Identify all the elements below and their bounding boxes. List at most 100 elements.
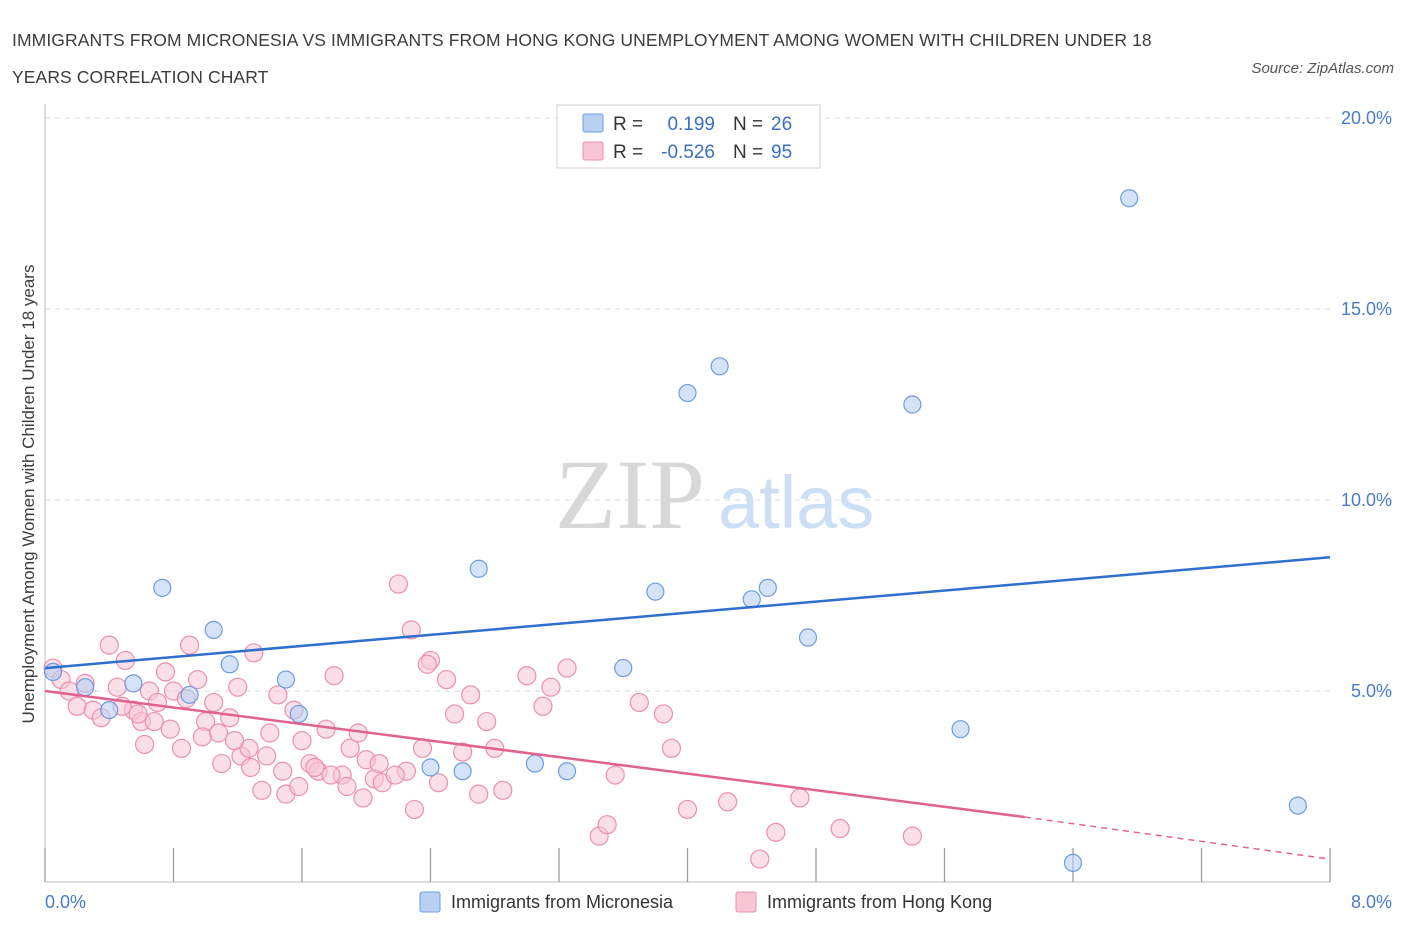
- data-point-hongkong: [144, 711, 164, 732]
- data-point-hongkong: [187, 669, 208, 690]
- legend-swatch-hongkong: [582, 141, 604, 161]
- data-point-micronesia: [798, 628, 818, 647]
- x-tick-label: 8.0%: [1351, 892, 1392, 912]
- data-point-hongkong: [388, 574, 408, 594]
- data-point-hongkong: [493, 780, 513, 800]
- watermark: ZIP atlas: [555, 439, 874, 550]
- watermark-atlas: atlas: [718, 461, 874, 544]
- data-point-micronesia: [180, 685, 199, 704]
- data-point-micronesia: [742, 590, 761, 609]
- data-point-hongkong: [305, 757, 325, 778]
- data-point-micronesia: [614, 658, 633, 678]
- data-point-hongkong: [541, 677, 561, 697]
- data-point-hongkong: [171, 738, 192, 758]
- legend-n-label-1: N =: [733, 114, 763, 135]
- axes: [44, 104, 1331, 883]
- data-point-micronesia: [276, 670, 296, 689]
- data-point-hongkong: [260, 723, 280, 743]
- legend-n-value-2: 95: [771, 142, 792, 163]
- data-point-micronesia: [453, 762, 472, 781]
- y-tick-label: 5.0%: [1351, 681, 1392, 701]
- data-point-hongkong: [428, 773, 449, 793]
- stats-legend: R = 0.199 N = 26 R = -0.526 N = 95: [556, 104, 821, 169]
- series-legend-label-micronesia: Immigrants from Micronesia: [451, 892, 674, 912]
- data-point-micronesia: [1288, 796, 1307, 815]
- legend-n-label-2: N =: [733, 142, 763, 163]
- data-point-hongkong: [436, 669, 457, 690]
- legend-r-label-2: R =: [613, 142, 643, 163]
- data-point-hongkong: [160, 719, 180, 739]
- data-point-hongkong: [830, 818, 850, 839]
- legend-r-value-2: -0.526: [661, 142, 715, 163]
- tick-labels: 5.0% 10.0% 15.0% 20.0% 0.0% 8.0%: [45, 108, 1392, 912]
- data-point-hongkong: [597, 815, 617, 835]
- data-point-hongkong: [220, 708, 240, 728]
- data-point-hongkong: [718, 792, 738, 812]
- data-point-hongkong: [155, 662, 176, 682]
- data-point-micronesia: [220, 655, 239, 674]
- legend-r-label-1: R =: [613, 114, 643, 135]
- data-point-hongkong: [790, 788, 810, 808]
- data-point-hongkong: [212, 753, 232, 774]
- data-point-micronesia: [903, 395, 922, 414]
- y-tick-label: 20.0%: [1341, 108, 1392, 128]
- data-point-micronesia: [1120, 189, 1139, 208]
- data-point-hongkong: [179, 635, 200, 655]
- data-point-hongkong: [385, 765, 405, 785]
- data-point-hongkong: [404, 799, 425, 820]
- data-point-hongkong: [629, 692, 649, 713]
- data-point-hongkong: [750, 849, 770, 869]
- legend-swatch-micronesia: [582, 113, 604, 133]
- data-point-micronesia: [678, 383, 697, 403]
- series-legend-swatch-micronesia: [419, 891, 441, 913]
- data-point-micronesia: [100, 700, 119, 720]
- data-point-hongkong: [653, 704, 674, 724]
- data-point-hongkong: [252, 780, 272, 800]
- data-point-hongkong: [107, 677, 127, 697]
- y-tick-label: 15.0%: [1341, 299, 1392, 319]
- data-point-hongkong: [324, 666, 344, 686]
- data-point-hongkong: [369, 753, 389, 774]
- data-point-hongkong: [99, 635, 119, 655]
- data-point-micronesia: [525, 754, 545, 773]
- data-point-hongkong: [401, 620, 421, 640]
- watermark-zip: ZIP: [555, 439, 705, 550]
- grid-lines: [45, 117, 1330, 692]
- data-point-hongkong: [340, 738, 360, 758]
- data-point-micronesia: [204, 620, 223, 639]
- data-point-hongkong: [444, 704, 465, 724]
- data-point-hongkong: [134, 734, 155, 755]
- chart-title: IMMIGRANTS FROM MICRONESIA VS IMMIGRANTS…: [12, 30, 1152, 87]
- source-credit: Source: ZipAtlas.com: [1251, 60, 1394, 77]
- data-point-hongkong: [147, 692, 168, 713]
- data-point-micronesia: [951, 720, 970, 739]
- data-point-hongkong: [902, 826, 922, 846]
- data-point-hongkong: [128, 704, 148, 724]
- x-tick-label: 0.0%: [45, 892, 86, 912]
- data-point-hongkong: [268, 685, 288, 705]
- data-point-hongkong: [412, 738, 433, 758]
- data-point-hongkong: [461, 685, 481, 705]
- data-point-micronesia: [758, 578, 777, 597]
- data-point-hongkong: [292, 731, 312, 751]
- data-point-hongkong: [228, 677, 248, 697]
- series-legend-swatch-hongkong: [735, 891, 757, 913]
- data-point-micronesia: [557, 762, 577, 781]
- series-micronesia-points: [43, 189, 1307, 873]
- data-point-hongkong: [766, 822, 786, 842]
- data-point-micronesia: [76, 678, 95, 697]
- data-point-hongkong: [241, 757, 261, 778]
- data-point-hongkong: [517, 666, 537, 686]
- data-point-hongkong: [244, 643, 264, 663]
- data-point-micronesia: [421, 758, 440, 777]
- data-point-hongkong: [67, 696, 87, 716]
- data-point-hongkong: [321, 765, 341, 785]
- data-point-hongkong: [453, 742, 473, 762]
- data-point-micronesia: [646, 582, 665, 601]
- data-point-hongkong: [557, 658, 577, 678]
- data-point-micronesia: [1063, 853, 1083, 873]
- data-point-hongkong: [192, 727, 213, 747]
- data-point-hongkong: [353, 788, 373, 808]
- data-point-micronesia: [153, 578, 172, 597]
- data-point-hongkong: [533, 696, 553, 716]
